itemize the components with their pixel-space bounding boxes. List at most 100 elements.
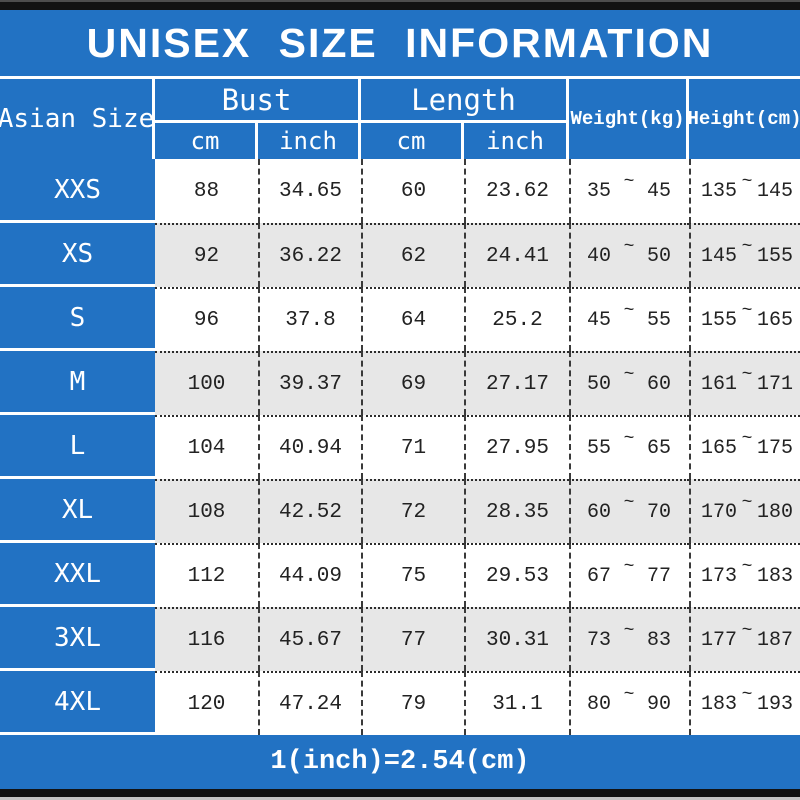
bust-inch-value: 37.8 xyxy=(258,287,361,351)
height-min: 173 xyxy=(701,564,738,588)
length-inch-value: 30.31 xyxy=(464,607,569,671)
size-label: XXL xyxy=(0,543,155,607)
height-max: 155 xyxy=(756,244,793,268)
height-max: 175 xyxy=(756,436,793,460)
bust-inch-value: 36.22 xyxy=(258,223,361,287)
bust-inch-value: 44.09 xyxy=(258,543,361,607)
weight-max: 70 xyxy=(646,500,671,524)
weight-min: 60 xyxy=(587,500,612,524)
bottom-black-bar xyxy=(0,789,800,800)
header-height: Height(cm) xyxy=(687,79,800,159)
bust-inch-value: 47.24 xyxy=(258,671,361,735)
weight-range: 55 ~65 xyxy=(569,415,689,479)
size-label: XXS xyxy=(0,159,155,223)
height-range: 135 ~145 xyxy=(689,159,800,223)
weight-min: 35 xyxy=(587,179,612,203)
height-range: 145 ~155 xyxy=(689,223,800,287)
weight-min: 40 xyxy=(587,244,612,268)
weight-min: 80 xyxy=(587,692,612,716)
table-row: L 104 40.94 71 27.95 55 ~65 165 ~175 xyxy=(0,415,800,479)
length-cm-value: 79 xyxy=(361,671,464,735)
header-weight: Weight(kg) xyxy=(569,79,686,159)
length-cm-value: 64 xyxy=(361,287,464,351)
height-min: 161 xyxy=(701,372,738,396)
table-header: Asian Size Bust Length cm inch cm inch W… xyxy=(0,79,800,159)
tilde-icon: ~ xyxy=(623,621,635,641)
tilde-icon: ~ xyxy=(741,237,753,257)
tilde-icon: ~ xyxy=(741,557,753,577)
header-asian-size: Asian Size xyxy=(0,79,152,159)
weight-min: 73 xyxy=(587,628,612,652)
weight-max: 45 xyxy=(646,179,671,203)
tilde-icon: ~ xyxy=(623,493,635,513)
conversion-note: 1(inch)=2.54(cm) xyxy=(270,747,530,777)
bust-cm-value: 96 xyxy=(155,287,258,351)
size-label: L xyxy=(0,415,155,479)
size-label: XS xyxy=(0,223,155,287)
bust-cm-value: 108 xyxy=(155,479,258,543)
bust-cm-value: 112 xyxy=(155,543,258,607)
weight-min: 55 xyxy=(587,436,612,460)
title-bar: UNISEX SIZE INFORMATION xyxy=(0,10,800,79)
table-row: XXL 112 44.09 75 29.53 67 ~77 173 ~183 xyxy=(0,543,800,607)
length-inch-value: 28.35 xyxy=(464,479,569,543)
tilde-icon: ~ xyxy=(741,365,753,385)
header-bust-cm: cm xyxy=(155,123,255,159)
weight-max: 60 xyxy=(646,372,671,396)
weight-max: 77 xyxy=(646,564,671,588)
bust-inch-value: 34.65 xyxy=(258,159,361,223)
weight-max: 90 xyxy=(646,692,671,716)
bust-inch-value: 39.37 xyxy=(258,351,361,415)
bust-cm-value: 104 xyxy=(155,415,258,479)
size-label: 3XL xyxy=(0,607,155,671)
height-range: 177 ~187 xyxy=(689,607,800,671)
length-inch-value: 23.62 xyxy=(464,159,569,223)
bust-inch-value: 40.94 xyxy=(258,415,361,479)
table-row: XS 92 36.22 62 24.41 40 ~50 145 ~155 xyxy=(0,223,800,287)
height-range: 165 ~175 xyxy=(689,415,800,479)
length-cm-value: 75 xyxy=(361,543,464,607)
tilde-icon: ~ xyxy=(623,365,635,385)
header-length-inch: inch xyxy=(464,123,566,159)
table-body: XXS 88 34.65 60 23.62 35 ~45 135 ~145 XS 9… xyxy=(0,159,800,735)
height-range: 183 ~193 xyxy=(689,671,800,735)
height-range: 155 ~165 xyxy=(689,287,800,351)
weight-range: 67 ~77 xyxy=(569,543,689,607)
page-title: UNISEX SIZE INFORMATION xyxy=(86,19,714,66)
length-cm-value: 72 xyxy=(361,479,464,543)
tilde-icon: ~ xyxy=(623,237,635,257)
table-row: 3XL 116 45.67 77 30.31 73 ~83 177 ~187 xyxy=(0,607,800,671)
length-cm-value: 60 xyxy=(361,159,464,223)
length-cm-value: 71 xyxy=(361,415,464,479)
height-min: 165 xyxy=(701,436,738,460)
height-max: 171 xyxy=(756,372,793,396)
size-label: S xyxy=(0,287,155,351)
tilde-icon: ~ xyxy=(741,685,753,705)
length-inch-value: 24.41 xyxy=(464,223,569,287)
height-min: 183 xyxy=(701,692,738,716)
weight-max: 65 xyxy=(646,436,671,460)
weight-max: 50 xyxy=(646,244,671,268)
bust-cm-value: 120 xyxy=(155,671,258,735)
height-max: 193 xyxy=(756,692,793,716)
table-row: S 96 37.8 64 25.2 45 ~55 155 ~165 xyxy=(0,287,800,351)
weight-range: 35 ~45 xyxy=(569,159,689,223)
length-cm-value: 69 xyxy=(361,351,464,415)
tilde-icon: ~ xyxy=(741,301,753,321)
bust-cm-value: 88 xyxy=(155,159,258,223)
length-inch-value: 25.2 xyxy=(464,287,569,351)
length-inch-value: 27.17 xyxy=(464,351,569,415)
table-row: XL 108 42.52 72 28.35 60 ~70 170 ~180 xyxy=(0,479,800,543)
height-min: 155 xyxy=(701,308,738,332)
tilde-icon: ~ xyxy=(741,621,753,641)
tilde-icon: ~ xyxy=(623,557,635,577)
height-min: 135 xyxy=(701,179,738,203)
height-max: 183 xyxy=(756,564,793,588)
height-min: 177 xyxy=(701,628,738,652)
weight-range: 45 ~55 xyxy=(569,287,689,351)
table-row: M 100 39.37 69 27.17 50 ~60 161 ~171 xyxy=(0,351,800,415)
table-row: XXS 88 34.65 60 23.62 35 ~45 135 ~145 xyxy=(0,159,800,223)
top-black-bar xyxy=(0,0,800,10)
footer-bar: 1(inch)=2.54(cm) xyxy=(0,735,800,789)
height-min: 170 xyxy=(701,500,738,524)
